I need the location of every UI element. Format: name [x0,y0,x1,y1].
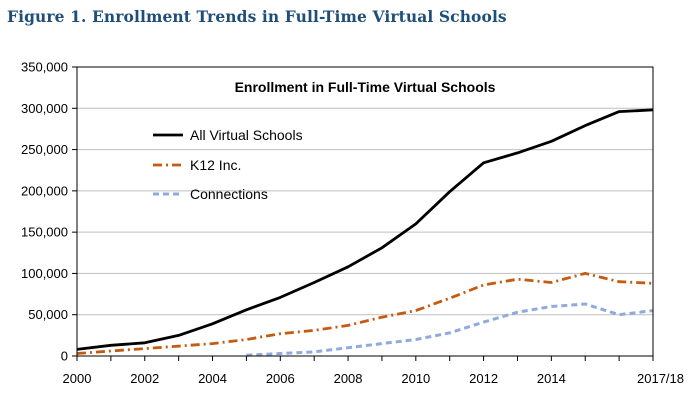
legend-label-k12-inc: K12 Inc. [190,157,241,173]
y-tick-label: 150,000 [21,225,68,240]
series-line-k12-inc [76,271,654,355]
x-tick-label: 2008 [334,371,363,386]
plot-area [76,66,654,357]
y-tick-label: 100,000 [21,266,68,281]
x-tick-label: 2004 [198,371,227,386]
legend-label-connections: Connections [190,186,268,202]
legend-label-all-virtual-schools: All Virtual Schools [190,127,303,143]
series-line-connections [246,302,654,357]
x-tick-label: 2002 [130,371,159,386]
series-line-all-virtual-schools [76,108,654,351]
x-tick-label: 2010 [401,371,430,386]
y-tick-label: 250,000 [21,142,68,157]
x-tick-label: 2012 [469,371,498,386]
legend: All Virtual Schools K12 Inc. Connections [153,127,303,202]
y-tick-label: 200,000 [21,183,68,198]
x-tick-label: 2000 [63,371,92,386]
y-tick-label: 300,000 [21,101,68,116]
y-tick-label: 350,000 [21,60,68,75]
x-tick-label: 2017/18 [637,371,684,386]
y-tick-label: 0 [61,349,68,364]
x-tick-label: 2006 [266,371,295,386]
chart-title: Enrollment in Full-Time Virtual Schools [235,79,496,95]
tick-labels: 0 50,000 100,000 150,000 200,000 250,000 300,0… [21,60,684,387]
x-tick-label: 2014 [537,371,566,386]
plot-frame [76,66,654,357]
figure-caption: Figure 1. Enrollment Trends in Full-Time… [7,7,507,26]
y-tick-label: 50,000 [28,307,68,322]
axes [72,66,654,361]
series-lines [76,108,654,357]
